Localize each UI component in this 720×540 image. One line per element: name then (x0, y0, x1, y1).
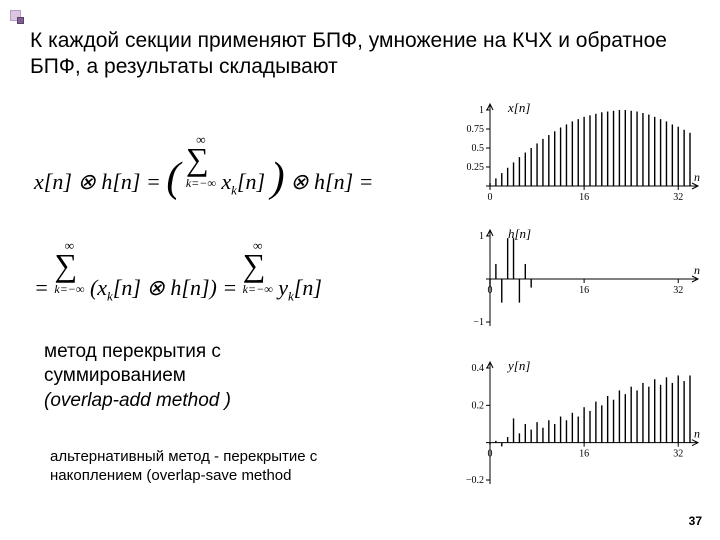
svg-text:32: 32 (673, 285, 683, 296)
method-line1: метод перекрытия с (44, 341, 221, 362)
svg-text:1: 1 (479, 105, 484, 116)
svg-text:16: 16 (579, 449, 589, 460)
svg-text:0.75: 0.75 (467, 124, 485, 135)
equation-line-1: x[n] ⊗ h[n] = ( ∞∑k=−∞ xk[n] ) ⊗ h[n] = (34, 134, 373, 200)
svg-text:0.2: 0.2 (472, 400, 485, 411)
method-text: метод перекрытия с суммированием (overla… (44, 340, 231, 413)
svg-text:0: 0 (488, 449, 493, 460)
method-line2: суммированием (44, 365, 186, 386)
svg-text:0.5: 0.5 (472, 143, 485, 154)
page-number: 37 (689, 514, 702, 528)
slide-title: К каждой секции применяют БПФ, умножение… (30, 28, 696, 81)
svg-text:n: n (694, 170, 700, 184)
title-bullet (10, 10, 24, 24)
alt-line2: накоплением (overlap-save method (50, 467, 291, 484)
svg-text:32: 32 (673, 449, 683, 460)
svg-text:n: n (694, 427, 700, 441)
svg-text:−0.2: −0.2 (466, 475, 484, 486)
svg-text:h[n]: h[n] (508, 226, 531, 241)
svg-text:16: 16 (579, 192, 589, 203)
y-chart: −0.2 0.2 0.4 0 16 32 y[n] n (456, 356, 702, 496)
svg-text:32: 32 (673, 192, 683, 203)
x-chart: 0.25 0.5 0.75 1 0 16 32 x[n] n (456, 98, 702, 204)
svg-text:0.25: 0.25 (467, 162, 485, 173)
svg-text:0.4: 0.4 (472, 363, 485, 374)
alt-method-text: альтернативный метод - перекрытие с нако… (50, 448, 317, 486)
svg-text:x[n]: x[n] (507, 100, 530, 115)
svg-text:y[n]: y[n] (506, 358, 530, 373)
svg-text:1: 1 (479, 231, 484, 242)
svg-text:0: 0 (488, 192, 493, 203)
svg-text:n: n (694, 263, 700, 277)
alt-line1: альтернативный метод - перекрытие с (50, 448, 317, 465)
equation-line-2: = ∞∑k=−∞ (xk[n] ⊗ h[n]) = ∞∑k=−∞ yk[n] (34, 240, 322, 304)
svg-text:−1: −1 (473, 317, 484, 328)
h-chart: −1101632h[n]n (456, 224, 702, 336)
svg-text:16: 16 (579, 285, 589, 296)
method-line3: (overlap-add method ) (44, 390, 231, 411)
